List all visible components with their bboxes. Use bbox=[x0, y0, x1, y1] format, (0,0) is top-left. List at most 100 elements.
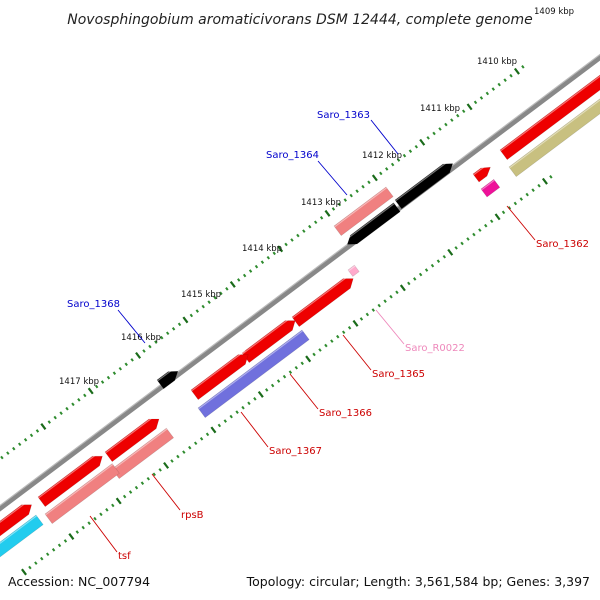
cds-saro-1362[interactable] bbox=[472, 166, 491, 183]
scale-tick bbox=[237, 278, 241, 282]
scale-tick bbox=[140, 481, 145, 485]
scale-tick bbox=[513, 67, 520, 75]
scale-tick bbox=[142, 349, 146, 353]
scale-tick bbox=[83, 393, 87, 398]
feature-highlight bbox=[500, 75, 600, 152]
cds-saro-1364[interactable] bbox=[346, 202, 401, 245]
gene-label-saro-1363[interactable]: Saro_1363 bbox=[317, 110, 370, 121]
cds-rpsb[interactable] bbox=[104, 418, 160, 463]
gene-label-saro-1364[interactable]: Saro_1364 bbox=[266, 150, 319, 161]
scale-tick bbox=[507, 206, 512, 210]
scale-tick bbox=[63, 539, 68, 543]
cds-saro-1366[interactable] bbox=[241, 320, 296, 364]
scale-tick bbox=[371, 308, 375, 312]
scale-tick bbox=[355, 189, 359, 193]
scale-tick bbox=[479, 96, 484, 100]
scale-tick bbox=[537, 183, 541, 188]
gene-label-saro-r0022[interactable]: Saro_R0022 bbox=[405, 343, 465, 354]
scale-tick bbox=[424, 268, 429, 272]
cds-edge-left[interactable] bbox=[0, 504, 33, 540]
scale-tick bbox=[473, 100, 478, 105]
cds-saro-1365[interactable] bbox=[291, 278, 354, 328]
cds-saro-1368[interactable] bbox=[156, 370, 179, 390]
scale-tick bbox=[408, 149, 413, 153]
scale-tick bbox=[284, 242, 288, 247]
cog-block-saro-1366[interactable] bbox=[197, 329, 310, 419]
scale-tick bbox=[77, 398, 81, 402]
scale-tick bbox=[436, 259, 441, 263]
scale-tick bbox=[163, 461, 170, 469]
feature-highlight bbox=[395, 159, 451, 202]
gene-label-saro-1368[interactable]: Saro_1368 bbox=[67, 299, 120, 310]
scale-tick bbox=[290, 238, 294, 242]
gene-label-saro-1362[interactable]: Saro_1362 bbox=[536, 239, 589, 250]
scale-tick bbox=[359, 317, 364, 321]
feature-highlight bbox=[334, 187, 387, 228]
feature-highlight bbox=[481, 179, 495, 191]
scale-tick bbox=[265, 388, 269, 392]
scale-tick bbox=[254, 264, 259, 269]
gene-label-rpsb[interactable]: rpsB bbox=[181, 510, 204, 521]
cog-block-rpsb[interactable] bbox=[111, 427, 175, 480]
scale-tick bbox=[478, 228, 482, 232]
feature-highlight bbox=[348, 265, 356, 272]
scale-tick bbox=[165, 331, 170, 336]
rna-saro-r0022[interactable] bbox=[347, 264, 360, 277]
cog-block-cyan[interactable] bbox=[0, 514, 44, 558]
scale-tick bbox=[229, 280, 236, 288]
cog-block-saro-1364[interactable] bbox=[333, 186, 394, 237]
scale-tick bbox=[94, 384, 99, 389]
feature-highlight bbox=[157, 367, 176, 382]
kbp-label: 1410 kbp bbox=[477, 57, 517, 67]
scale-tick bbox=[361, 184, 365, 189]
scale-tick bbox=[497, 82, 501, 87]
topology-summary: Topology: circular; Length: 3,561,584 bp… bbox=[246, 574, 590, 589]
kbp-label: 1412 kbp bbox=[362, 151, 402, 161]
scale-tick bbox=[341, 330, 346, 335]
scale-tick bbox=[115, 497, 122, 505]
scale-tick bbox=[75, 530, 79, 534]
scale-tick bbox=[29, 433, 34, 438]
scale-tick bbox=[395, 290, 399, 295]
scale-tick bbox=[154, 340, 158, 344]
scale-tick bbox=[257, 390, 264, 398]
scale-tick bbox=[87, 521, 91, 525]
gene-label-saro-1365[interactable]: Saro_1365 bbox=[372, 369, 425, 380]
cds-tsf[interactable] bbox=[37, 455, 103, 508]
scale-tick bbox=[217, 423, 222, 428]
scale-tick bbox=[87, 387, 94, 395]
cds-saro-1367[interactable] bbox=[190, 354, 249, 401]
map-title: Novosphingobium aromaticivorans DSM 1244… bbox=[67, 12, 532, 28]
scale-tick bbox=[40, 556, 44, 561]
gene-label-saro-1367[interactable]: Saro_1367 bbox=[269, 446, 322, 457]
scale-tick bbox=[182, 316, 189, 324]
scale-tick bbox=[294, 365, 299, 370]
scale-tick bbox=[28, 565, 32, 570]
gene-label-tsf[interactable]: tsf bbox=[118, 551, 131, 562]
cds-saro-1362-a[interactable] bbox=[499, 72, 600, 161]
kbp-label: 1411 kbp bbox=[420, 104, 460, 114]
scale-tick bbox=[47, 420, 51, 424]
scale-tick bbox=[367, 180, 371, 185]
cog-block-saro-1362[interactable] bbox=[508, 95, 600, 178]
scale-tick bbox=[460, 241, 464, 246]
cog-block-tsf[interactable] bbox=[44, 463, 120, 525]
feature-highlight bbox=[509, 99, 600, 169]
gene-label-saro-1366[interactable]: Saro_1366 bbox=[319, 408, 372, 419]
cog-block-magenta[interactable] bbox=[480, 178, 501, 198]
scale-tick bbox=[248, 269, 253, 273]
scale-tick bbox=[270, 383, 275, 388]
scale-tick bbox=[177, 322, 182, 327]
scale-tick bbox=[343, 198, 347, 202]
scale-tick bbox=[53, 415, 57, 420]
scale-tick bbox=[219, 291, 223, 296]
scale-ticks-outer bbox=[0, 65, 525, 460]
scale-tick bbox=[171, 327, 176, 331]
kbp-label: 1417 kbp bbox=[59, 377, 99, 387]
cds-saro-1363[interactable] bbox=[394, 163, 454, 210]
scale-tick bbox=[521, 65, 525, 69]
scale-tick bbox=[225, 287, 229, 291]
scale-tick bbox=[160, 335, 164, 340]
scale-tick bbox=[454, 246, 458, 250]
